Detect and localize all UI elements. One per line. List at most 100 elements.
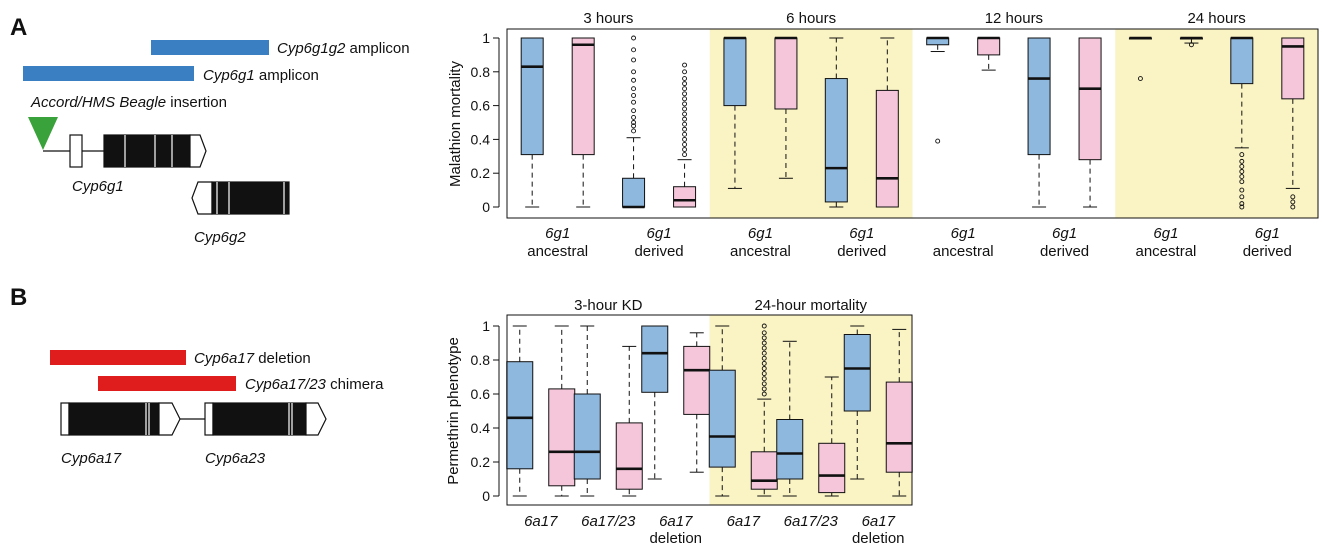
outlier-point [631, 123, 637, 129]
outlier-point [1188, 42, 1194, 48]
box-pink [683, 345, 711, 415]
cyp6a17-gene-model [60, 402, 205, 436]
outlier-point [761, 340, 767, 346]
y-axis-title: Permethrin phenotype [445, 337, 462, 485]
box-pink [750, 451, 778, 490]
category-sublabel: ancestral [730, 243, 791, 260]
box-blue [1027, 37, 1051, 156]
outlier-point [1239, 179, 1245, 185]
group-title: 3 hours [583, 10, 633, 27]
y-tick-label: 0.2 [471, 454, 491, 470]
outlier-point [682, 91, 688, 97]
insertion-label: Accord/HMS Beagle insertion [30, 94, 227, 111]
group-title: 3-hour KD [574, 297, 643, 314]
outlier-point [631, 99, 637, 105]
outlier-point [631, 108, 637, 114]
cyp6a17-23-chimera-label: Cyp6a17/23 chimera [245, 376, 384, 393]
outlier-point [631, 114, 637, 120]
outlier-point [761, 366, 767, 371]
cyp6g2-gene-label: Cyp6g2 [194, 229, 246, 246]
box-blue [776, 419, 804, 480]
outlier-point [682, 81, 688, 87]
outlier-point [1239, 204, 1245, 210]
highlight-band [709, 315, 912, 505]
outlier-point [682, 106, 688, 112]
outlier-point [682, 62, 688, 68]
y-tick-label: 1 [482, 30, 490, 46]
cyp6a17-gene-label: Cyp6a17 [61, 450, 122, 467]
y-tick-label: 0.4 [471, 131, 491, 147]
box-pink [571, 37, 595, 156]
y-tick-label: 0.6 [471, 386, 491, 402]
outlier-point [682, 126, 688, 132]
category-sublabel: deletion [649, 530, 702, 546]
outlier-point [761, 350, 767, 356]
outlier-point [682, 131, 688, 137]
outlier-point [1239, 158, 1245, 164]
box-blue [506, 361, 534, 470]
category-label: 6g1 [849, 225, 874, 242]
category-label: 6g1 [951, 225, 976, 242]
cyp6a17-deletion-bar [50, 350, 186, 365]
box-pink [615, 422, 643, 490]
category-sublabel: ancestral [933, 243, 994, 260]
category-label: 6g1 [748, 225, 773, 242]
outlier-point [631, 86, 637, 92]
y-tick-label: 0.2 [471, 165, 491, 181]
group-title: 6 hours [786, 10, 836, 27]
category-label: 6g1 [1153, 225, 1178, 242]
outlier-point [682, 142, 688, 147]
box-blue [843, 334, 871, 412]
category-label: 6g1 [647, 225, 672, 242]
cyp6g1-gene-label: Cyp6g1 [72, 178, 124, 195]
outlier-point [761, 345, 767, 351]
outlier-point [761, 323, 767, 329]
y-tick-label: 0.6 [471, 98, 491, 114]
y-tick-label: 0 [482, 199, 490, 215]
box-blue [723, 37, 747, 107]
cyp6g1-gene-model [43, 134, 207, 168]
outlier-point [631, 69, 637, 75]
cyp6g1g2-amplicon-bar [151, 40, 269, 55]
outlier-point [631, 120, 637, 125]
outlier-point [761, 330, 767, 336]
outlier-point [761, 355, 767, 361]
outlier-point [761, 386, 767, 392]
panel-b-letter: B [10, 284, 27, 311]
cyp6g1-amplicon-label: Cyp6g1 amplicon [203, 67, 319, 84]
box-blue [641, 325, 669, 393]
outlier-point [761, 335, 767, 341]
outlier-point [761, 360, 767, 366]
outlier-point [631, 35, 637, 41]
category-label: 6a17 [727, 513, 761, 530]
outlier-point [761, 371, 767, 377]
category-label: 6a17/23 [581, 513, 636, 530]
category-sublabel: ancestral [1136, 243, 1197, 260]
outlier-point [631, 77, 637, 83]
outlier-point [1290, 194, 1296, 200]
cyp6g1-amplicon-bar [23, 66, 194, 81]
y-tick-label: 1 [482, 318, 490, 334]
category-label: 6g1 [545, 225, 570, 242]
outlier-point [682, 116, 688, 122]
outlier-point [761, 391, 767, 397]
outlier-point [682, 136, 688, 142]
outlier-point [1239, 187, 1245, 193]
box-blue [622, 177, 646, 208]
box-pink [818, 442, 846, 494]
cyp6a17-deletion-label: Cyp6a17 deletion [194, 350, 311, 367]
box-pink [774, 37, 798, 110]
outlier-point [682, 96, 688, 102]
outlier-point [1137, 76, 1143, 82]
box-blue [1230, 37, 1254, 85]
outlier-point [1239, 174, 1245, 180]
outlier-point [682, 101, 688, 107]
outlier-point [631, 47, 637, 53]
box-blue [573, 393, 601, 480]
insertion-triangle [28, 117, 58, 150]
category-label: 6a17 [524, 513, 558, 530]
box-pink [875, 89, 899, 208]
category-sublabel: ancestral [527, 243, 588, 260]
box-blue [520, 37, 544, 156]
